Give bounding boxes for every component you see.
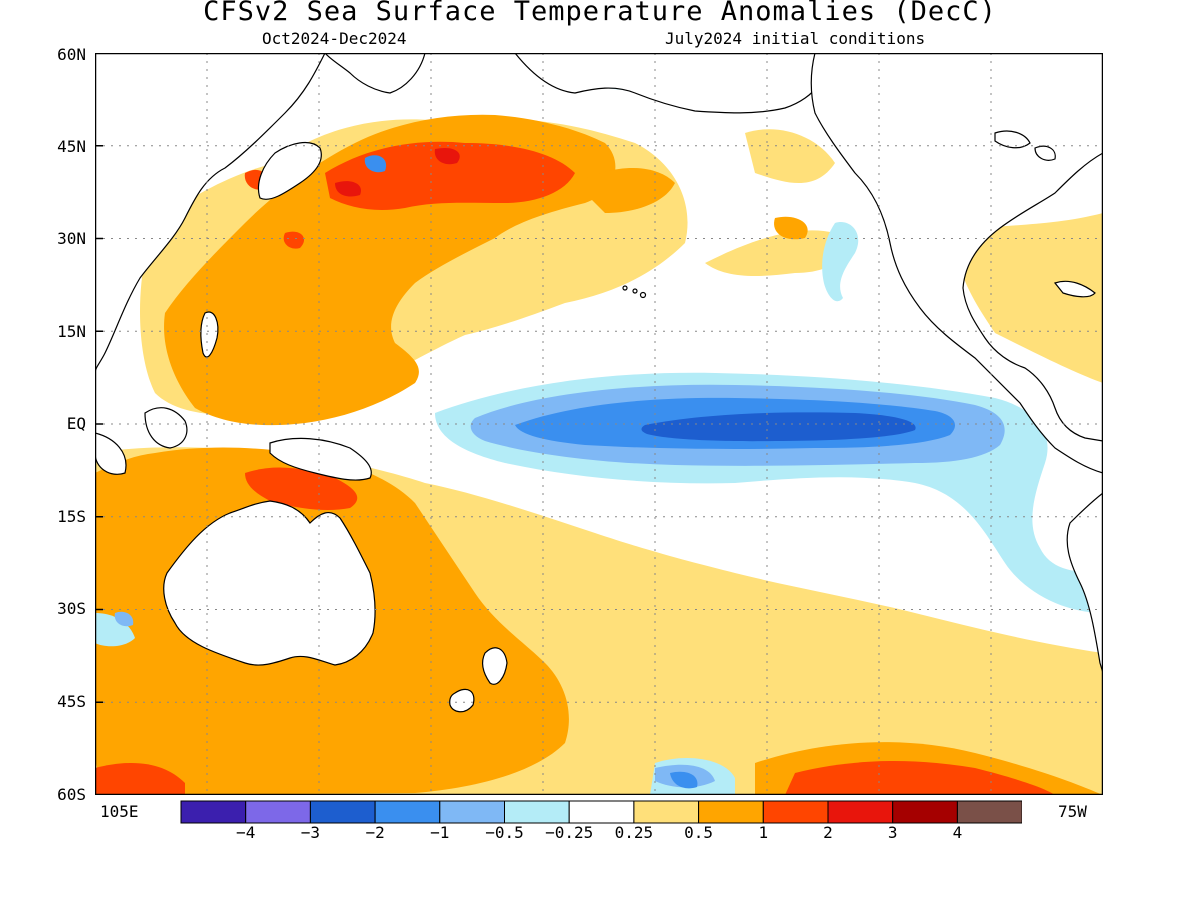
lat-lon-grid (95, 53, 1103, 795)
colorbar-label-10: 3 (887, 823, 898, 842)
colorbar-label-0: −4 (236, 823, 256, 842)
coastlines (95, 53, 1103, 713)
lat-label-15n: 15N (57, 322, 86, 341)
colorbar-swatch-7 (633, 800, 700, 824)
colorbar-swatch-0 (180, 800, 247, 824)
colorbar-label-6: 0.25 (614, 823, 654, 842)
colorbar-label-11: 4 (952, 823, 963, 842)
colorbar-swatch-2 (309, 800, 376, 824)
colorbar-swatch-3 (374, 800, 441, 824)
forecast-period: Oct2024-Dec2024 (262, 29, 407, 48)
colorbar-label-4: −0.5 (485, 823, 524, 842)
colorbar-swatch-6 (568, 800, 635, 824)
map-title: CFSv2 Sea Surface Temperature Anomalies … (203, 0, 997, 27)
colorbar-label-7: 0.5 (684, 823, 714, 842)
lat-label-60n: 60N (57, 45, 86, 64)
lat-label-30s: 30S (57, 599, 86, 618)
lat-label-60s: 60S (57, 785, 86, 804)
colorbar-label-8: 1 (758, 823, 769, 842)
lat-label-15s: 15S (57, 507, 86, 526)
colorbar-swatch-1 (245, 800, 311, 824)
colorbar-swatch-5 (504, 800, 570, 824)
lon-label-105e: 105E (100, 802, 139, 821)
colorbar-swatch-4 (439, 800, 505, 824)
sst-anomaly-map (95, 53, 1103, 795)
colorbar-swatch-8 (698, 800, 764, 824)
lat-label-45s: 45S (57, 692, 86, 711)
colorbar (180, 800, 1022, 824)
colorbar-label-2: −2 (365, 823, 385, 842)
initial-conditions: July2024 initial conditions (665, 29, 926, 48)
colorbar-label-3: −1 (430, 823, 450, 842)
anomaly-1-2 (95, 141, 1055, 795)
colorbar-swatch-11 (892, 800, 958, 824)
colorbar-label-1: −3 (300, 823, 321, 842)
anomaly-2-3 (335, 147, 460, 197)
anomaly-neg2-neg3 (641, 412, 916, 442)
colorbar-swatch-9 (762, 800, 829, 824)
lat-label-eq: EQ (66, 414, 86, 433)
lat-label-30n: 30N (57, 229, 86, 248)
colorbar-swatch-10 (827, 800, 894, 824)
colorbar-label-5: −0.25 (545, 823, 594, 842)
lat-label-45n: 45N (57, 137, 86, 156)
colorbar-swatch-12 (956, 800, 1022, 824)
lon-label-75w: 75W (1058, 802, 1087, 821)
colorbar-label-9: 2 (823, 823, 833, 842)
